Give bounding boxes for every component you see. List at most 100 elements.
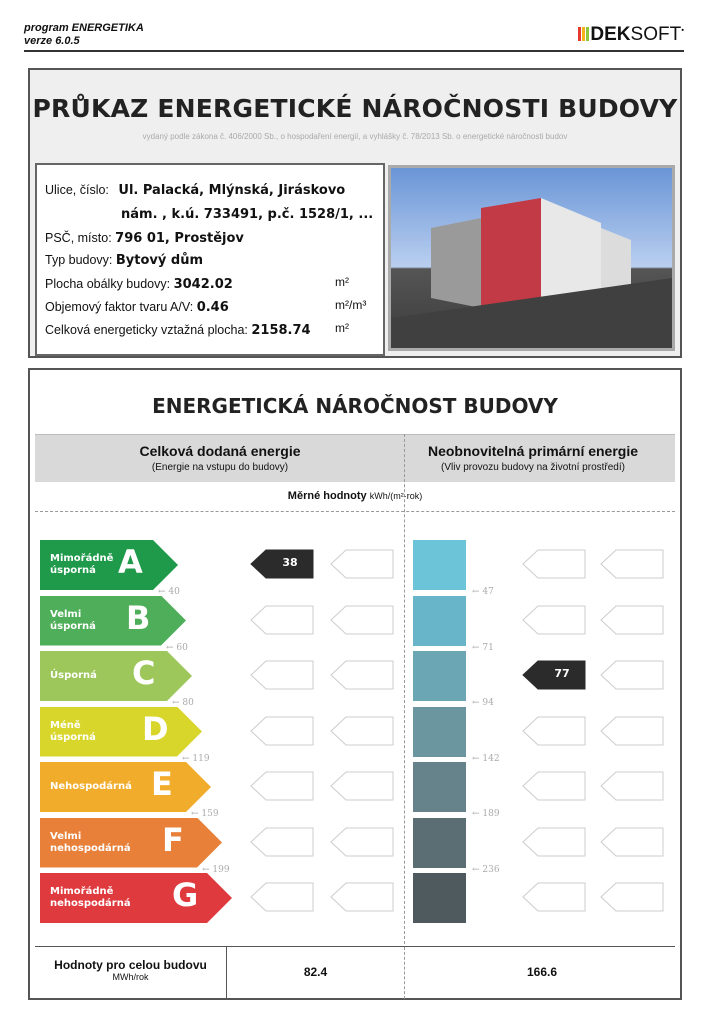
primary-block-C: [413, 651, 466, 701]
primary-marker-E-shape: [522, 771, 586, 801]
energy-class-B: Velmi úsporná B: [40, 595, 186, 646]
delivered-marker-C-shape: [250, 660, 314, 690]
left-column-header: Celková dodaná energie (Energie na vstup…: [60, 443, 380, 473]
delivered-threshold: ← 60: [166, 642, 188, 653]
primary-marker-B-shape: [522, 605, 586, 634]
primary-marker-D-shape: [522, 716, 586, 745]
delivered-marker2-E: [330, 771, 394, 801]
totals-row: Hodnoty pro celou budovu MWh/rok 82.4 16…: [35, 946, 675, 999]
delivered-marker-F: [250, 827, 314, 857]
certificate-subtitle: vydaný podle zákona č. 406/2000 Sb., o h…: [142, 132, 568, 141]
class-name: Velmi úsporná: [50, 608, 96, 632]
left-column-title: Celková dodaná energie: [139, 443, 301, 459]
logo-bars-icon: [578, 24, 590, 45]
certificate-title: PRŮKAZ ENERGETICKÉ NÁROČNOSTI BUDOVY: [32, 94, 678, 123]
shape-label: Objemový faktor tvaru A/V:: [45, 300, 194, 314]
delivered-marker-A-shape: [250, 549, 314, 579]
certificate-header-box: PRŮKAZ ENERGETICKÉ NÁROČNOSTI BUDOVY vyd…: [28, 68, 682, 358]
area-unit: m²: [335, 321, 349, 335]
delivered-marker2-E-shape: [330, 771, 394, 801]
primary-block-A: [413, 540, 466, 590]
area-value: 2158.74: [251, 323, 311, 338]
delivered-threshold: ← 80: [172, 698, 194, 708]
specific-divider: [35, 511, 675, 512]
delivered-marker2-B: [330, 605, 394, 635]
energy-class-E: Nehospodárná E: [40, 762, 211, 812]
primary-marker2-C-shape: [600, 660, 664, 690]
delivered-marker-F-shape: [250, 827, 314, 856]
street-value-2: nám. , k.ú. 733491, p.č. 1528/1, ...: [121, 207, 374, 222]
program-name: program ENERGETIKA: [24, 22, 144, 34]
energy-rating-box: ENERGETICKÁ NÁROČNOST BUDOVY Celková dod…: [28, 368, 682, 1000]
primary-marker-C-value: 77: [554, 667, 570, 680]
primary-threshold: ← 94: [472, 698, 494, 708]
primary-marker2-G: [600, 882, 664, 912]
totals-unit: MWh/rok: [112, 972, 149, 982]
total-delivered-energy: 82.4: [303, 965, 328, 979]
primary-threshold: ← 142: [472, 753, 500, 764]
logo-bold: DEK: [590, 24, 631, 45]
primary-block-E: [413, 762, 466, 812]
primary-marker2-C: [600, 660, 664, 690]
delivered-marker-A-value: 38: [282, 556, 298, 569]
primary-marker2-D: [600, 716, 664, 746]
delivered-marker-D-shape: [250, 716, 314, 745]
primary-marker-C-shape: [522, 660, 586, 690]
class-letter: A: [118, 543, 143, 581]
type-value: Bytový dům: [115, 253, 203, 268]
delivered-threshold: ← 119: [182, 753, 210, 764]
energy-class-D: Méně úsporná D: [40, 706, 202, 757]
primary-marker-A-shape: [522, 549, 586, 579]
total-primary-energy: 166.6: [404, 947, 679, 999]
primary-threshold: ← 47: [472, 587, 494, 597]
delivered-marker2-G: [330, 882, 394, 912]
primary-marker2-D-shape: [600, 716, 664, 745]
street-value: Ul. Palacká, Mlýnská, Jiráskovo: [118, 183, 346, 198]
totals-title: Hodnoty pro celou budovu: [54, 958, 207, 972]
delivered-marker2-D: [330, 716, 394, 746]
primary-marker-C: 77: [522, 660, 586, 690]
primary-marker2-F-shape: [600, 827, 664, 856]
area-label: Celková energeticky vztažná plocha:: [45, 323, 248, 337]
building-info: Ulice, číslo: Ul. Palacká, Mlýnská, Jirá…: [35, 163, 385, 356]
delivered-threshold: ← 40: [158, 587, 180, 597]
city-value: 796 01, Prostějov: [115, 231, 244, 246]
delivered-marker2-C: [330, 660, 394, 690]
street-label: Ulice, číslo:: [45, 183, 109, 197]
delivered-threshold: ← 199: [202, 864, 230, 875]
program-version: verze 6.0.5: [24, 35, 80, 47]
delivered-marker-B: [250, 605, 314, 635]
primary-block-G: [413, 873, 466, 923]
class-letter: D: [142, 709, 169, 748]
delivered-marker-D: [250, 716, 314, 746]
delivered-marker-G: [250, 882, 314, 912]
delivered-threshold: ← 159: [191, 809, 219, 819]
class-name: Mimořádně úsporná: [50, 553, 114, 576]
right-column-subtitle: (Vliv provozu budovy na životní prostřed…: [441, 462, 625, 473]
primary-marker2-E: [600, 771, 664, 801]
primary-threshold: ← 236: [472, 864, 500, 875]
specific-values-label: Měrné hodnoty kWh/(m²·rok): [30, 490, 680, 502]
energy-class-A: Mimořádně úsporná A: [40, 540, 178, 590]
delivered-marker2-A-shape: [330, 549, 394, 579]
delivered-marker2-A: [330, 549, 394, 579]
shape-value: 0.46: [196, 300, 229, 315]
primary-block-D: [413, 706, 466, 757]
delivered-marker-E-shape: [250, 771, 314, 801]
primary-marker-D: [522, 716, 586, 746]
class-letter: E: [151, 765, 173, 803]
primary-marker2-B: [600, 605, 664, 635]
primary-marker2-B-shape: [600, 605, 664, 634]
delivered-marker2-D-shape: [330, 716, 394, 745]
delivered-marker2-G-shape: [330, 882, 394, 912]
program-info: program ENERGETIKA verze 6.0.5: [24, 22, 144, 48]
delivered-marker-C: [250, 660, 314, 690]
right-column-header: Neobnovitelná primární energie (Vliv pro…: [373, 443, 693, 473]
deksoft-logo: DEKSOFT•: [578, 24, 684, 46]
city-label: PSČ, místo:: [45, 231, 112, 245]
envelope-unit: m²: [335, 275, 349, 289]
primary-threshold: ← 71: [472, 642, 494, 653]
column-divider: [404, 434, 405, 944]
primary-marker-G-shape: [522, 882, 586, 912]
right-column-title: Neobnovitelná primární energie: [427, 443, 639, 459]
